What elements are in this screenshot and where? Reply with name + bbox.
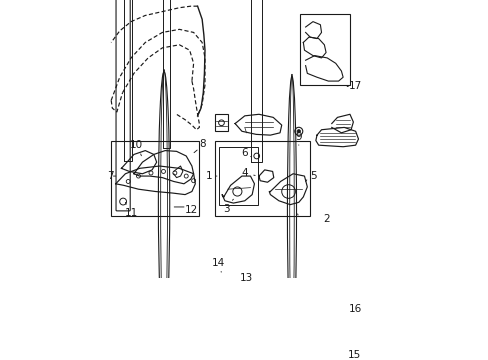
Bar [110, 140, 199, 216]
Text: 16: 16 [348, 304, 362, 314]
Bar [123, 0, 131, 161]
Text: 4: 4 [241, 168, 247, 178]
Text: 7: 7 [106, 171, 113, 181]
Bar [163, 0, 170, 148]
Text: 17: 17 [348, 81, 362, 91]
Bar [250, 0, 262, 162]
Bar [214, 140, 309, 216]
Text: 14: 14 [212, 257, 225, 267]
Text: 6: 6 [241, 148, 247, 158]
Text: 13: 13 [240, 273, 253, 283]
Text: 9: 9 [295, 132, 302, 143]
Text: 1: 1 [206, 171, 212, 181]
Circle shape [297, 130, 300, 133]
Text: 15: 15 [347, 350, 361, 360]
Bar [215, 114, 227, 131]
Text: 5: 5 [309, 171, 316, 181]
Text: 11: 11 [124, 208, 138, 218]
Text: 10: 10 [130, 140, 143, 150]
Text: 8: 8 [199, 139, 205, 149]
Text: 2: 2 [322, 214, 329, 224]
Bar [219, 147, 257, 204]
Text: 3: 3 [223, 203, 229, 213]
Text: 12: 12 [185, 205, 198, 215]
Bar [300, 14, 349, 85]
